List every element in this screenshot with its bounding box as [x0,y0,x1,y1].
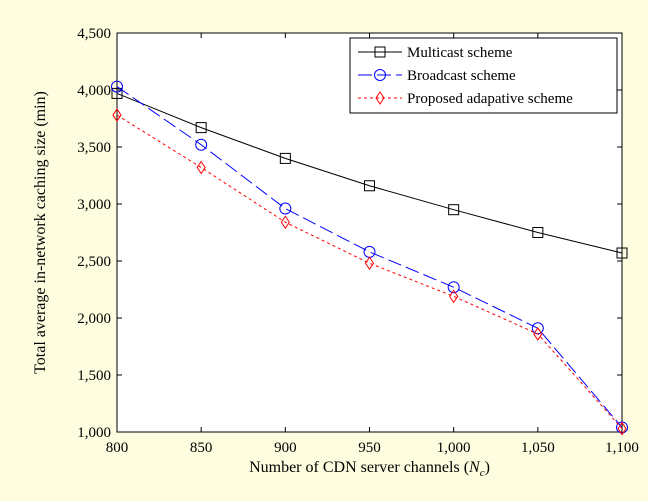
data-point [448,204,460,216]
legend-marker [374,69,386,81]
data-point [195,138,208,151]
data-point [449,289,459,304]
y-tick-label: 2,500 [77,254,111,270]
x-tick-label: 950 [358,440,381,456]
legend-marker [375,91,385,105]
data-point [196,160,206,175]
series-line [116,114,623,429]
legend-box [349,37,618,114]
series-diamond [112,108,627,436]
y-axis-title: Total average in-network caching size (m… [32,91,49,374]
x-tick-label: 850 [190,440,213,456]
x-tick-label: 900 [274,440,297,456]
legend-marker [374,46,386,58]
x-axis-title: Number of CDN server channels (Nc) [249,459,490,479]
data-point [111,87,123,99]
data-point [280,215,290,230]
legend-label: Proposed adapative scheme [407,91,573,107]
y-tick-label: 3,500 [77,140,111,156]
data-point [616,247,628,259]
series-line [116,92,623,254]
x-tick-label: 800 [106,440,129,456]
x-tick-label: 1,050 [521,440,555,456]
data-point [364,256,375,271]
data-point [617,421,627,436]
x-tick-label: 1,000 [437,440,471,456]
data-point [111,80,123,93]
data-point [112,108,122,122]
legend: Multicast scheme Broadcast scheme Proposed… [349,37,618,114]
y-tick-label: 1,500 [77,368,111,384]
x-tick-label: 1,100 [605,440,639,456]
legend-label: Broadcast scheme [407,68,516,84]
data-point [532,227,544,238]
ticks-layer: 800 850 900 950 1,000 1,050 1,100 1,000 1,500 2,0… [77,26,639,456]
legend-label: Multicast scheme [407,45,513,61]
series-square [111,87,628,259]
y-tick-label: 3,000 [77,197,111,213]
y-tick-label: 4,500 [77,26,111,42]
y-tick-label: 1,000 [77,425,111,441]
data-point [279,202,292,215]
y-tick-label: 2,000 [77,311,111,327]
y-tick-label: 4,000 [77,83,111,99]
data-point [447,281,460,294]
series-layer [111,80,628,436]
data-point [364,180,375,192]
data-point [195,122,207,134]
data-point [533,327,543,341]
data-point [279,152,291,164]
